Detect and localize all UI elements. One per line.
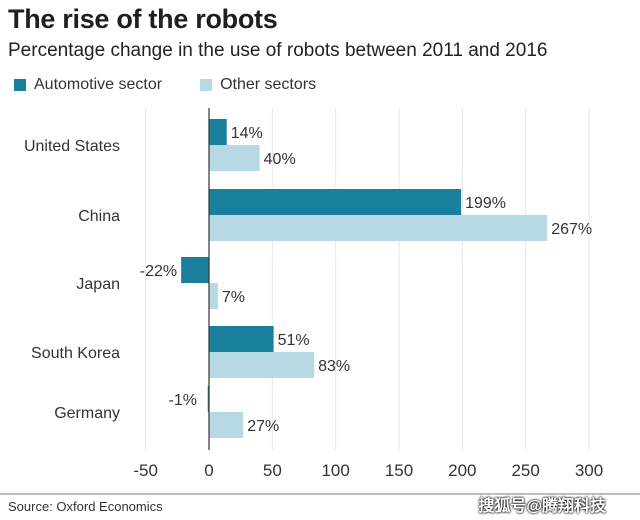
bar [209,412,244,438]
data-label: -22% [140,263,177,280]
data-label: 83% [318,358,350,375]
source-divider [0,493,640,495]
chart-title: The rise of the robots [8,4,278,34]
legend-swatch-other [200,79,213,91]
category-label: South Korea [31,345,120,362]
bar [209,352,315,378]
data-label: -1% [169,392,197,409]
category-label: United States [24,138,120,155]
legend: Automotive sector Other sectors [14,76,354,94]
x-tick-label: 200 [448,461,476,480]
data-label: 199% [465,195,506,212]
x-tick-label: 50 [263,461,282,480]
data-label: 51% [278,332,310,349]
bar [209,215,548,241]
x-tick-label: -50 [133,461,158,480]
x-tick-label: 250 [511,461,539,480]
source-note: Source: Oxford Economics [8,499,163,514]
data-label: 267% [551,221,592,238]
bar [209,119,227,145]
x-tick-label: 150 [385,461,413,480]
data-label: 7% [222,289,245,306]
bar [209,326,274,352]
data-label: 40% [264,151,296,168]
bar-chart: -50 0 50 100 150 200 250 300 United States 14%40%… [24,108,603,480]
category-label: Germany [54,405,120,422]
chart-subtitle: Percentage change in the use of robots b… [8,40,548,61]
bar [209,189,462,215]
bar [181,257,209,283]
legend-item-other: Other sectors [200,76,316,94]
x-tick-label: 100 [321,461,349,480]
category-label: China [78,208,120,225]
legend-label-other: Other sectors [220,76,317,93]
bar [209,283,218,309]
x-tick-label: 300 [575,461,603,480]
x-tick-label: 0 [204,461,213,480]
legend-label-automotive: Automotive sector [34,76,163,93]
data-label: 27% [247,418,279,435]
watermark: 搜狐号@腾翔科技 [478,498,606,515]
legend-swatch-automotive [14,79,26,91]
data-label: 14% [231,125,263,142]
legend-item-automotive: Automotive sector [14,76,162,94]
bar [209,145,260,171]
category-label: Japan [76,276,120,293]
